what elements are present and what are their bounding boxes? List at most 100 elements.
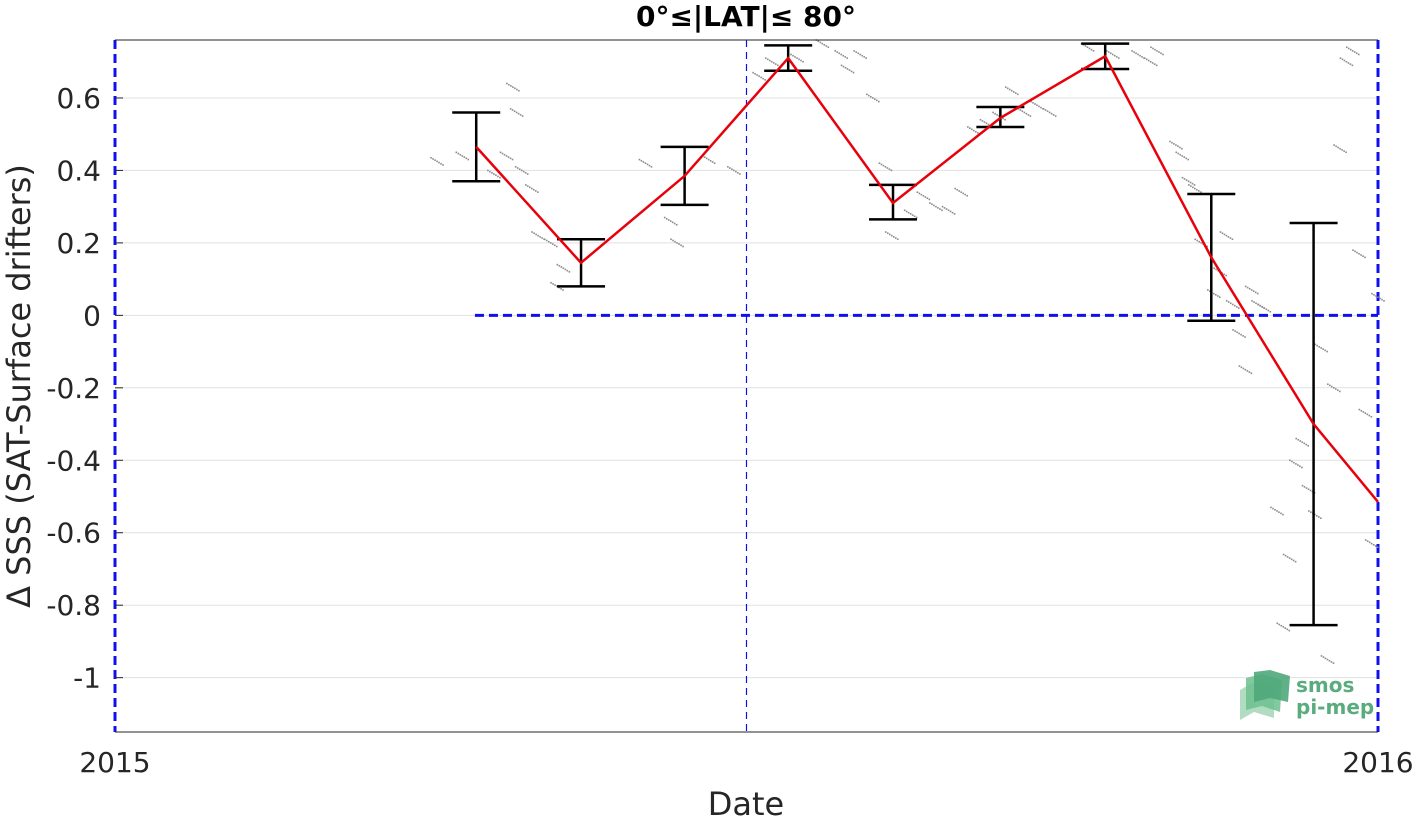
reference-lines — [113, 40, 1380, 732]
data-point — [1370, 542, 1373, 545]
data-point — [792, 54, 794, 57]
data-point — [1154, 48, 1156, 51]
data-point — [836, 51, 839, 53]
data-point — [640, 159, 643, 162]
data-point — [1252, 290, 1255, 292]
data-point — [1364, 539, 1367, 541]
data-point — [459, 153, 462, 156]
data-point — [1048, 111, 1051, 114]
data-point — [665, 217, 668, 220]
data-point — [983, 121, 986, 123]
data-point — [798, 58, 800, 61]
data-point — [1187, 158, 1190, 161]
y-tick-label: 0.2 — [56, 227, 101, 260]
data-point — [497, 175, 499, 178]
data-point — [1349, 48, 1352, 51]
data-point — [911, 214, 914, 216]
data-point — [1209, 290, 1211, 293]
data-point — [503, 153, 506, 156]
data-point — [1351, 50, 1354, 52]
data-point — [1229, 302, 1232, 305]
data-point — [894, 237, 897, 239]
data-point — [516, 88, 518, 91]
data-point — [509, 108, 512, 110]
data-point — [680, 244, 682, 247]
data-point — [846, 57, 849, 59]
data-point — [1111, 53, 1114, 56]
data-point — [1338, 390, 1341, 393]
data-point — [844, 66, 847, 69]
data-point — [487, 169, 489, 172]
data-point — [973, 129, 975, 132]
data-point — [1242, 335, 1244, 337]
data-point — [1299, 465, 1301, 468]
data-point — [731, 168, 733, 171]
data-point — [994, 112, 996, 115]
data-point — [1326, 658, 1329, 661]
data-point — [674, 240, 676, 243]
data-point — [992, 111, 994, 114]
data-point — [1253, 301, 1255, 303]
data-point — [1330, 385, 1333, 388]
data-point — [505, 155, 508, 157]
data-point — [1040, 106, 1042, 109]
data-point — [1320, 347, 1322, 349]
data-point — [762, 77, 764, 80]
data-point — [1322, 656, 1325, 658]
data-point — [524, 184, 527, 186]
data-point — [926, 197, 929, 199]
data-point — [672, 239, 674, 242]
data-point — [560, 287, 562, 290]
data-point — [1150, 46, 1152, 49]
data-point — [1042, 108, 1045, 110]
data-point — [455, 151, 458, 154]
data-point — [1263, 307, 1266, 309]
data-point — [1324, 349, 1326, 352]
data-point — [888, 233, 891, 236]
data-point — [907, 211, 910, 214]
data-point — [465, 157, 468, 160]
data-point — [981, 120, 984, 122]
data-point — [1177, 145, 1179, 148]
data-point — [1284, 627, 1287, 629]
data-point — [1200, 191, 1202, 193]
data-point — [1155, 64, 1158, 67]
data-point — [1353, 51, 1356, 53]
data-point — [966, 194, 969, 197]
data-point — [440, 162, 442, 165]
y-tick-label: -0.2 — [46, 372, 101, 405]
data-point — [905, 210, 908, 213]
data-point — [638, 158, 641, 161]
data-point — [1254, 291, 1257, 294]
data-point — [508, 83, 510, 86]
data-point — [1322, 348, 1324, 350]
data-point — [1289, 459, 1291, 462]
data-point — [522, 170, 525, 173]
data-point — [1256, 292, 1259, 295]
data-point — [1282, 513, 1284, 516]
data-point — [1152, 47, 1154, 50]
data-point — [1339, 57, 1342, 59]
data-point — [796, 57, 798, 59]
data-point — [884, 231, 887, 233]
data-point — [682, 245, 684, 248]
data-point — [1092, 50, 1095, 52]
data-point — [519, 114, 522, 116]
data-point — [1362, 255, 1364, 257]
data-point — [1215, 268, 1217, 271]
data-point — [1370, 415, 1373, 418]
data-point — [764, 79, 766, 81]
data-point — [1187, 180, 1190, 183]
y-tick-label: -0.8 — [46, 589, 101, 622]
data-point — [729, 167, 731, 169]
data-point — [1213, 267, 1215, 270]
data-point — [1356, 251, 1358, 254]
data-point — [434, 159, 436, 161]
data-point — [1293, 461, 1295, 464]
data-point — [430, 156, 432, 159]
data-point — [886, 167, 889, 169]
data-point — [457, 152, 460, 155]
data-point — [1250, 372, 1253, 375]
data-point — [1299, 440, 1302, 442]
data-point — [943, 207, 946, 209]
